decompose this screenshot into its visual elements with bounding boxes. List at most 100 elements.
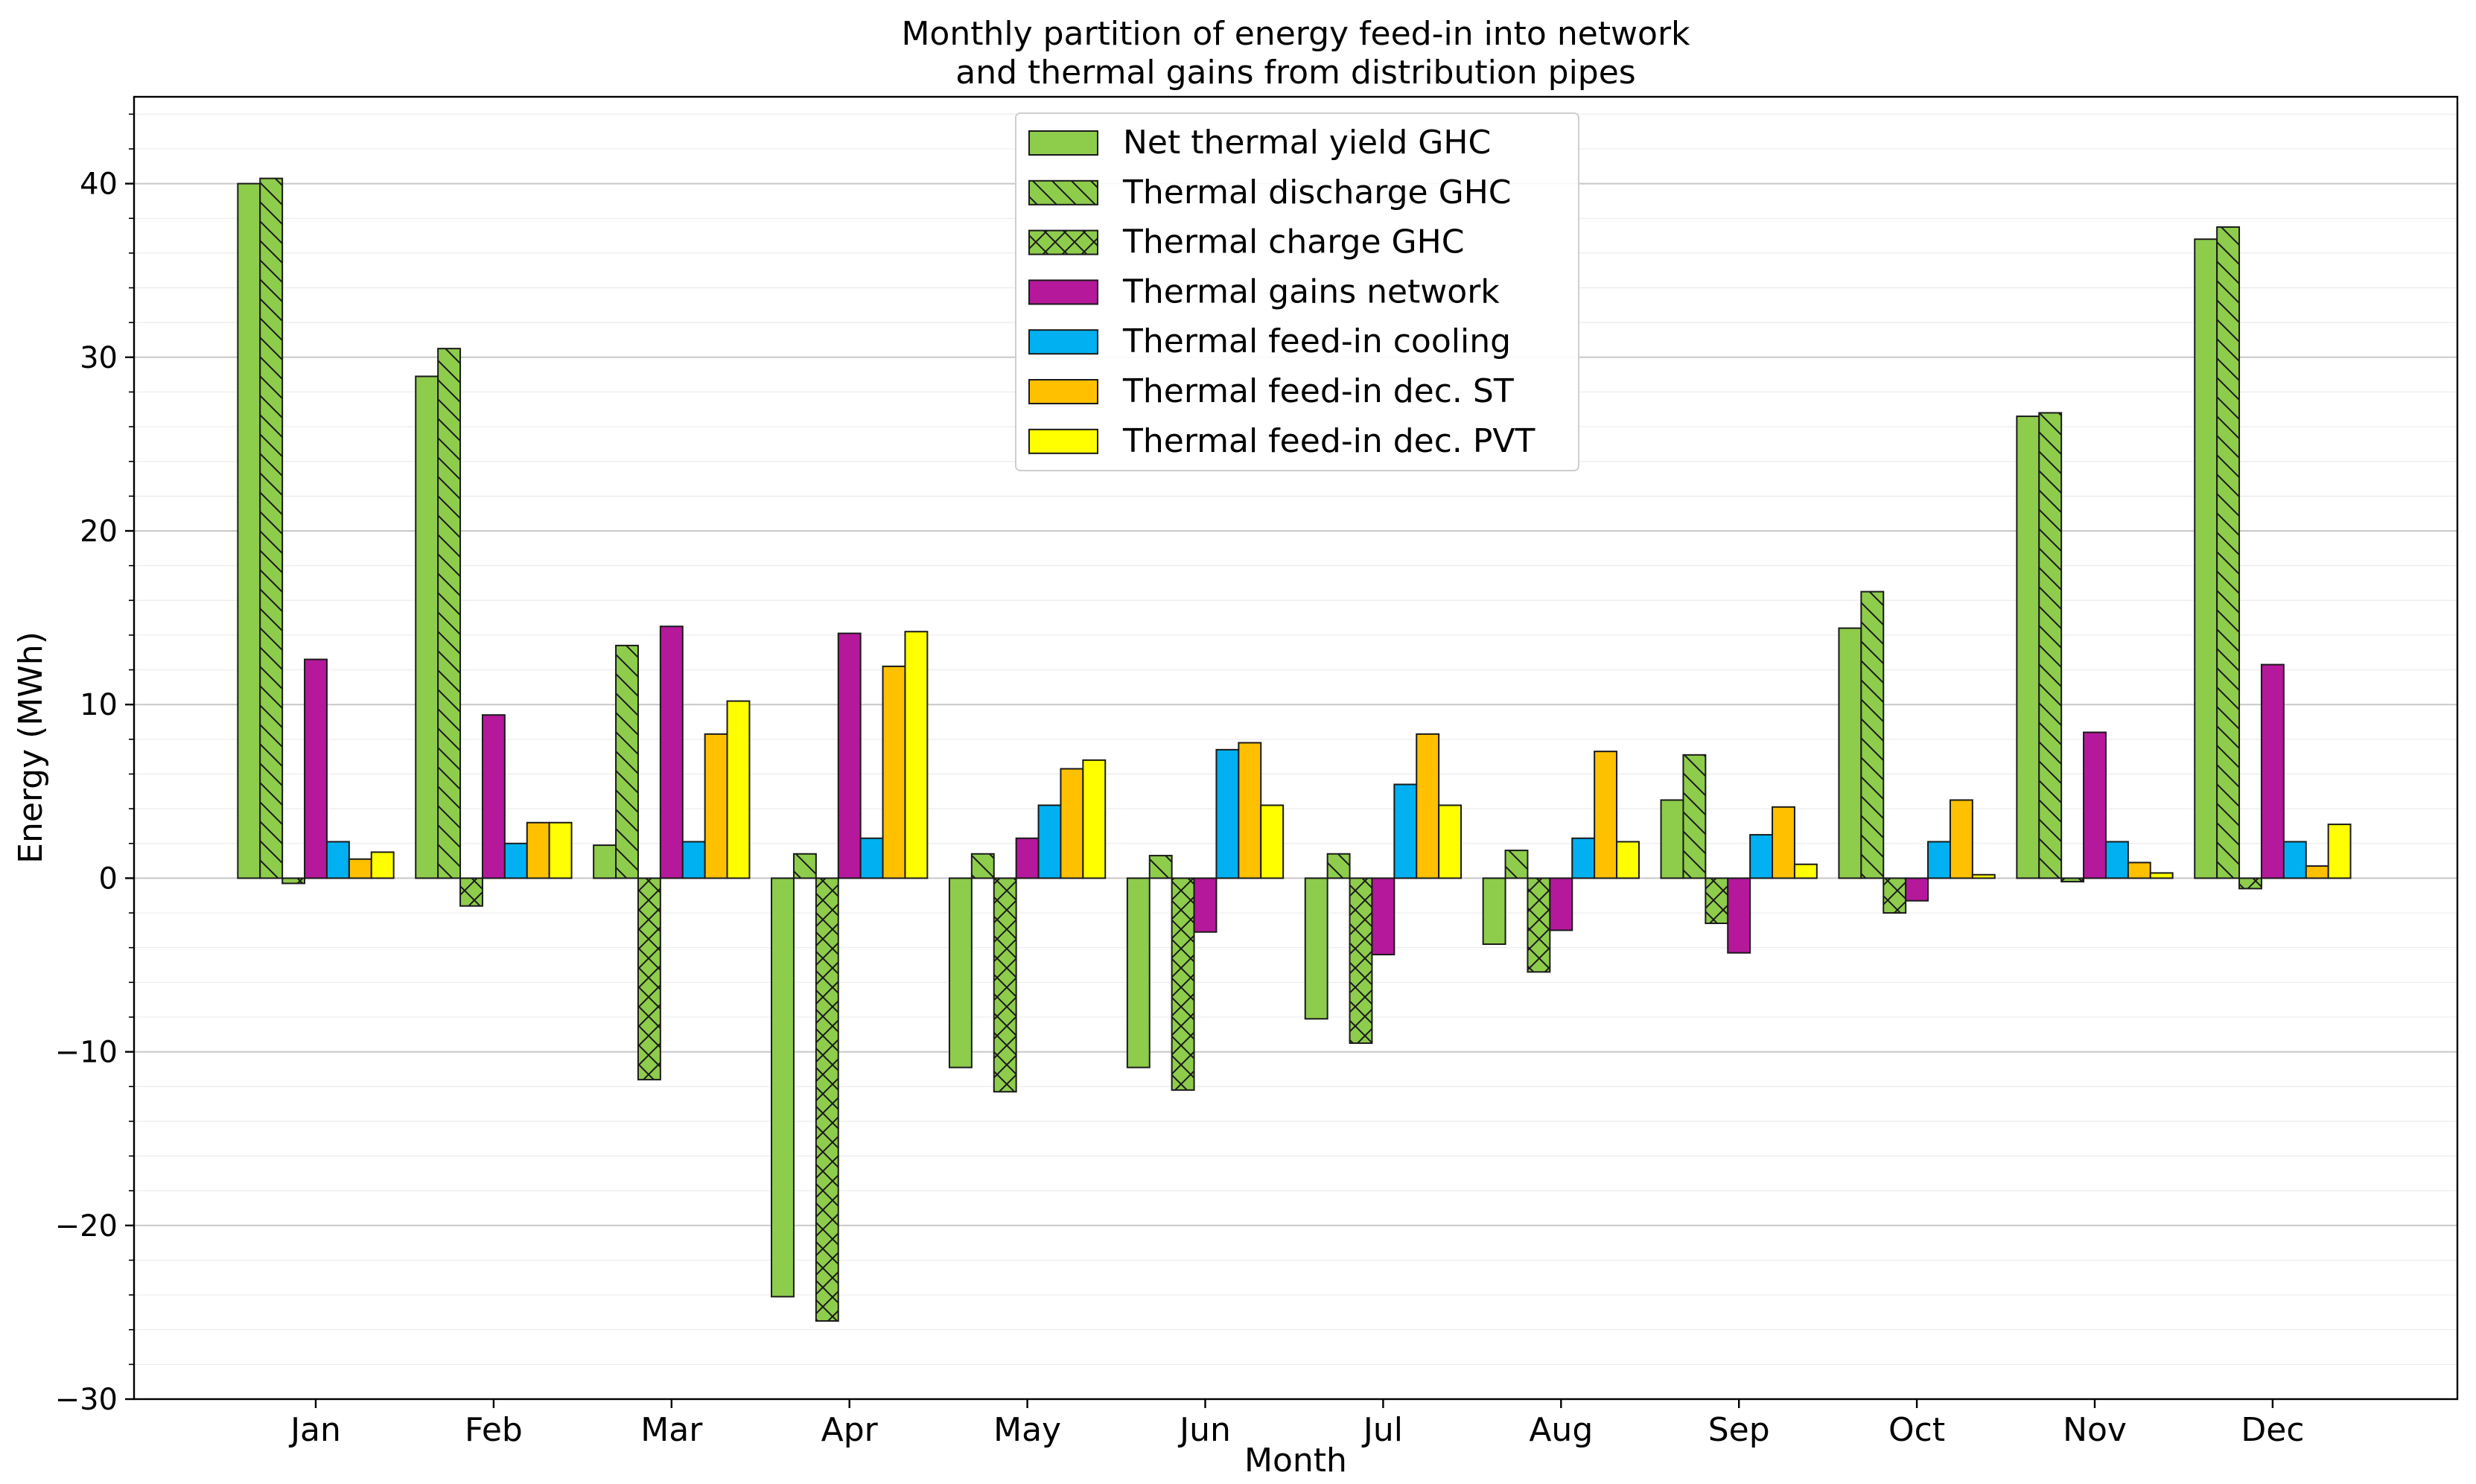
y-tick-label: −20 [55,1209,118,1243]
legend-swatch [1028,329,1098,355]
bar-hatch [2039,413,2062,879]
legend-swatch-hatch [1029,230,1098,255]
bar-hatch [637,878,661,1080]
bar [2016,415,2040,879]
legend-label: Thermal gains network [1122,273,1500,311]
x-tick-label: Aug [1529,1411,1593,1449]
bar [415,375,439,879]
bar [771,877,795,1298]
legend-swatch [1028,279,1098,305]
bars-layer [237,177,2352,1322]
bar-hatch [2239,878,2262,889]
x-tick-label: Sep [1708,1411,1770,1449]
bar-hatch [1683,754,1706,879]
x-tick-label: Nov [2063,1411,2127,1449]
bar [1193,877,1218,933]
bar-hatch [2061,878,2084,882]
y-axis-label: Energy (MWh) [12,631,50,864]
bar [1371,877,1395,956]
bar [882,665,906,879]
bar-hatch [616,645,638,879]
y-tick-label: −10 [55,1036,118,1070]
bar [348,858,372,879]
bar [1772,806,1795,879]
bar [1594,751,1618,879]
legend-label: Thermal charge GHC [1122,223,1464,261]
legend-item: Thermal feed-in dec. ST [1028,372,1514,410]
bar [1304,877,1328,1020]
y-tick-label: 0 [99,862,118,896]
bar-hatch [1861,591,1884,879]
legend-item: Thermal feed-in cooling [1028,322,1511,360]
bar-hatch [438,348,461,879]
bar [859,837,884,879]
bar [1949,799,1973,879]
bar [681,841,706,879]
bar [2127,862,2151,879]
bar-hatch [1327,853,1350,879]
bar-hatch [971,853,994,879]
bar [2327,824,2352,879]
x-tick-label: Mar [640,1411,703,1449]
y-tick-label: 40 [80,168,118,202]
bar [1727,877,1751,954]
bar [1060,768,1084,879]
y-tick-label: 20 [80,515,118,549]
bar-hatch [1527,878,1550,972]
legend-label: Thermal feed-in dec. PVT [1122,422,1535,460]
legend-label: Thermal feed-in cooling [1122,322,1511,360]
legend-swatch [1028,130,1098,156]
bar-hatch [1349,878,1372,1043]
bar [904,631,929,879]
bar-hatch [460,878,483,906]
x-tick-label: Feb [465,1411,523,1449]
bar [503,842,528,879]
bar [2305,865,2329,879]
x-tick-label: Jan [288,1411,341,1449]
bar-hatch [993,878,1016,1092]
bar [2282,841,2307,879]
bar [1660,799,1684,879]
bar [704,733,728,879]
x-tick-label: Oct [1888,1411,1945,1449]
bar-hatch [1149,856,1172,879]
bar [1482,877,1506,946]
bar-hatch [793,853,816,879]
legend-label: Net thermal yield GHC [1123,124,1491,162]
plot-frame [133,95,2459,1401]
bar [2104,841,2129,879]
bar [1905,877,1929,902]
bar [237,182,261,879]
bar [2260,663,2285,879]
bar [1238,742,1262,879]
legend-item: Net thermal yield GHC [1028,124,1491,162]
bar [370,851,395,879]
bar-hatch [2217,226,2240,879]
bar-hatch [1505,850,1528,879]
legend-item: Thermal gains network [1028,273,1500,311]
bar [2194,238,2218,879]
bar [1438,804,1463,879]
bar [2149,872,2174,879]
ticks-layer: −30 −20 −10 0 10 20 30 40 Jan Feb Mar Apr May Jun Jul A… [55,113,2304,1449]
x-tick-label: Jul [1361,1411,1403,1449]
legend-swatch [1028,428,1098,454]
y-tick-label: 30 [80,341,118,375]
x-tick-label: May [993,1411,1061,1449]
bar [1393,783,1418,879]
bar [1037,804,1062,879]
bar [1838,627,1862,879]
bar [1126,877,1151,1069]
bar [1015,837,1040,879]
bar [1616,841,1640,879]
bar [837,632,862,879]
x-tick-label: Apr [821,1411,879,1449]
bar-hatch [815,878,838,1322]
bar-hatch [1705,878,1728,924]
bar [726,700,751,879]
bar [1416,733,1440,879]
bar-hatch [282,878,305,884]
legend-swatch-hatch [1029,180,1098,205]
bar-hatch [1171,878,1194,1090]
